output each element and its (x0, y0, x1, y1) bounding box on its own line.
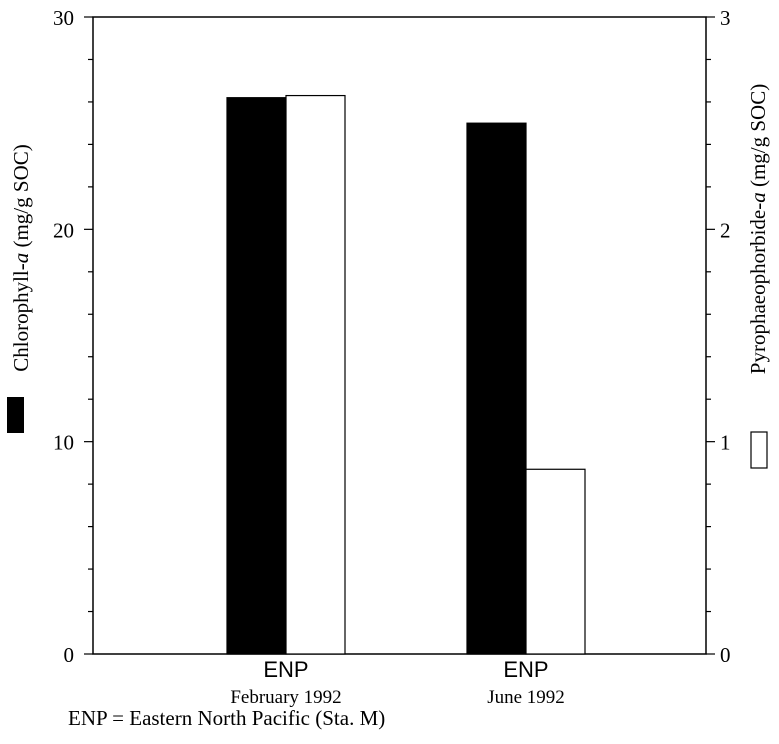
plot-frame (92, 16, 707, 655)
left-tick-label: 10 (53, 431, 74, 455)
right-tick-label: 3 (720, 6, 731, 30)
left-tick-label: 30 (53, 6, 74, 30)
bars (226, 94, 586, 655)
category-label: ENP (263, 657, 308, 682)
right-axis-title: Pyrophaeophorbide-a (mg/g SOC) (746, 84, 770, 374)
left-tick-label: 0 (64, 643, 75, 667)
right-tick-label: 2 (720, 218, 731, 242)
chlorophyll-bar-2 (466, 122, 527, 655)
category-sublabel: June 1992 (487, 687, 565, 708)
chlorophyll-bar-1 (226, 97, 287, 655)
left-axis-title: Chlorophyll-a (mg/g SOC) (9, 144, 33, 372)
left-tick-label: 20 (53, 218, 74, 242)
pyrophaeophorbide-bar-1 (285, 94, 346, 655)
right-legend-swatch (750, 431, 768, 469)
category-labels: ENP February 1992 ENP June 1992 (230, 657, 564, 708)
left-legend-swatch (7, 397, 24, 433)
footnote: ENP = Eastern North Pacific (Sta. M) (68, 706, 386, 730)
right-tick-label: 1 (720, 431, 731, 455)
pyrophaeophorbide-bar-2 (525, 468, 586, 655)
right-tick-label: 0 (720, 643, 731, 667)
category-sublabel: February 1992 (230, 687, 341, 708)
right-axis-ticks: 0 1 2 3 (706, 6, 731, 667)
left-axis-ticks: 0 10 20 30 (53, 6, 93, 667)
category-label: ENP (503, 657, 548, 682)
